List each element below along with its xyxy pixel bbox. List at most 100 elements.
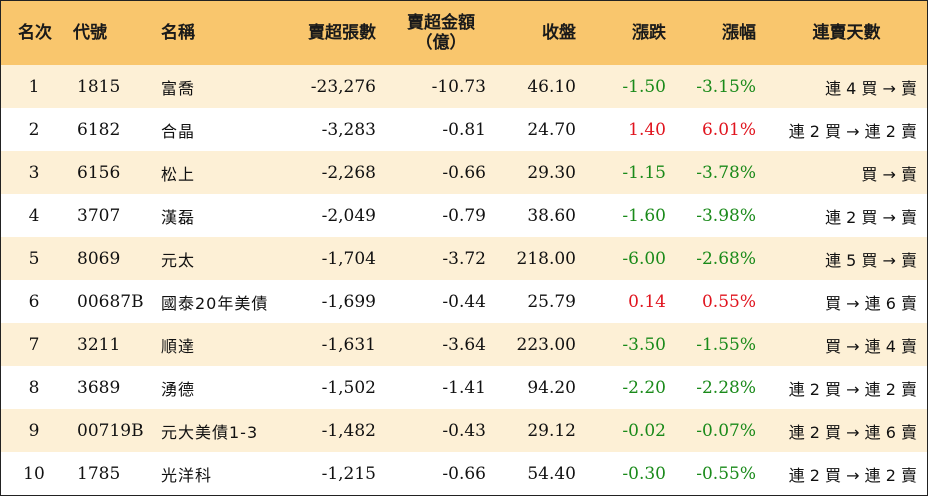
table-row: 1 1815 富喬 -23,276 -10.73 46.10 -1.50 -3.15% 連 4 … (1, 65, 927, 108)
cell-rank: 1 (28, 76, 40, 97)
cell-net-sell-amount: -3.72 (442, 248, 486, 269)
cell-change: -1.60 (622, 205, 666, 226)
cell-close: 223.00 (516, 334, 576, 355)
cell-net-sell-lots: -1,699 (321, 291, 376, 312)
cell-trend: 連 4 買 → 賣 (825, 78, 917, 98)
cell-net-sell-lots: -3,283 (321, 119, 376, 140)
cell-change-pct: -3.15% (696, 76, 756, 97)
cell-change: -1.15 (622, 162, 666, 183)
cell-net-sell-amount: -1.41 (442, 377, 486, 398)
table-header-row: 名次 代號 名稱 賣超張數 賣超金額 （億） 收盤 漲跌 漲幅 連賣天數 (1, 1, 927, 65)
cell-trend: 連 2 買 → 連 2 賣 (788, 379, 917, 399)
cell-change-pct: -0.55% (696, 463, 756, 484)
cell-trend: 連 2 買 → 連 2 賣 (788, 121, 917, 141)
cell-name: 合晶 (161, 121, 196, 141)
header-code: 代號 (73, 23, 107, 43)
cell-code: 3211 (77, 334, 121, 355)
cell-net-sell-amount: -0.66 (442, 162, 486, 183)
cell-trend: 買 → 賣 (861, 164, 917, 184)
table-row: 9 00719B 元大美債1-3 -1,482 -0.43 29.12 -0.02 -0.07… (1, 409, 927, 452)
cell-change: 1.40 (628, 119, 666, 140)
cell-close: 218.00 (516, 248, 576, 269)
cell-name: 漢磊 (161, 207, 196, 227)
cell-net-sell-lots: -1,215 (321, 463, 376, 484)
cell-net-sell-lots: -23,276 (310, 76, 376, 97)
cell-net-sell-lots: -1,631 (321, 334, 376, 355)
cell-net-sell-lots: -1,502 (321, 377, 376, 398)
table-row: 8 3689 湧德 -1,502 -1.41 94.20 -2.20 -2.28% 連 2 買 … (1, 366, 927, 409)
cell-net-sell-amount: -0.81 (442, 119, 486, 140)
cell-close: 46.10 (527, 76, 576, 97)
cell-trend: 連 2 買 → 賣 (825, 207, 917, 227)
cell-rank: 5 (28, 248, 40, 269)
cell-net-sell-amount: -0.43 (442, 420, 486, 441)
cell-trend: 買 → 連 4 賣 (825, 336, 917, 356)
cell-change-pct: -0.07% (696, 420, 756, 441)
cell-close: 24.70 (527, 119, 576, 140)
cell-rank: 6 (28, 291, 40, 312)
cell-code: 6182 (77, 119, 121, 140)
cell-code: 8069 (77, 248, 121, 269)
cell-name: 國泰20年美債 (161, 293, 269, 313)
table-body: 1 1815 富喬 -23,276 -10.73 46.10 -1.50 -3.15% 連 4 … (1, 65, 927, 495)
table-row: 3 6156 松上 -2,268 -0.66 29.30 -1.15 -3.78% 買 → 賣 (1, 151, 927, 194)
cell-change-pct: 0.55% (701, 291, 756, 312)
header-close: 收盤 (542, 23, 576, 43)
cell-change-pct: 6.01% (701, 119, 756, 140)
table-row: 10 1785 光洋科 -1,215 -0.66 54.40 -0.30 -0.55% 連 2 … (1, 452, 927, 495)
cell-rank: 3 (28, 162, 40, 183)
cell-trend: 連 2 買 → 連 6 賣 (788, 422, 917, 442)
table-row: 6 00687B 國泰20年美債 -1,699 -0.44 25.79 0.14 0.55% 買… (1, 280, 927, 323)
cell-trend: 連 2 買 → 連 2 賣 (788, 465, 917, 485)
cell-net-sell-amount: -3.64 (442, 334, 486, 355)
cell-change: -6.00 (622, 248, 666, 269)
table-row: 5 8069 元太 -1,704 -3.72 218.00 -6.00 -2.68% 連 5 買… (1, 237, 927, 280)
cell-net-sell-amount: -0.44 (442, 291, 486, 312)
cell-code: 6156 (77, 162, 121, 183)
cell-close: 54.40 (527, 463, 576, 484)
cell-close: 94.20 (527, 377, 576, 398)
cell-code: 00687B (77, 291, 144, 312)
cell-net-sell-lots: -1,482 (321, 420, 376, 441)
cell-change: 0.14 (628, 291, 666, 312)
header-rank: 名次 (18, 23, 52, 43)
cell-name: 富喬 (161, 78, 196, 98)
cell-trend: 連 5 買 → 賣 (825, 250, 917, 270)
cell-net-sell-lots: -2,049 (321, 205, 376, 226)
table-row: 2 6182 合晶 -3,283 -0.81 24.70 1.40 6.01% 連 2 買 → … (1, 108, 927, 151)
cell-name: 湧德 (161, 379, 196, 399)
cell-code: 00719B (77, 420, 144, 441)
cell-close: 25.79 (527, 291, 576, 312)
cell-change-pct: -1.55% (696, 334, 756, 355)
header-trend: 連賣天數 (812, 23, 881, 43)
header-change-pct: 漲幅 (722, 23, 756, 43)
cell-change: -1.50 (622, 76, 666, 97)
cell-name: 順達 (161, 336, 196, 356)
cell-name: 元大美債1-3 (161, 422, 259, 442)
cell-close: 29.12 (527, 420, 576, 441)
cell-net-sell-amount: -0.79 (442, 205, 486, 226)
cell-close: 29.30 (527, 162, 576, 183)
header-net-sell-amount-line2: （億） (415, 33, 467, 53)
cell-name: 光洋科 (161, 465, 213, 485)
cell-net-sell-amount: -0.66 (442, 463, 486, 484)
cell-change-pct: -2.68% (696, 248, 756, 269)
cell-code: 3689 (77, 377, 121, 398)
cell-rank: 9 (28, 420, 40, 441)
cell-rank: 10 (23, 463, 45, 484)
cell-close: 38.60 (527, 205, 576, 226)
header-net-sell-amount: 賣超金額 （億） (386, 1, 496, 65)
header-net-sell-lots: 賣超張數 (308, 23, 376, 43)
cell-net-sell-amount: -10.73 (431, 76, 486, 97)
cell-rank: 2 (28, 119, 40, 140)
cell-change-pct: -3.78% (696, 162, 756, 183)
header-name: 名稱 (161, 23, 195, 43)
cell-change: -0.02 (622, 420, 666, 441)
cell-rank: 7 (28, 334, 40, 355)
table-row: 4 3707 漢磊 -2,049 -0.79 38.60 -1.60 -3.98% 連 2 買 … (1, 194, 927, 237)
cell-change: -0.30 (622, 463, 666, 484)
cell-name: 元太 (161, 250, 196, 270)
table-row: 7 3211 順達 -1,631 -3.64 223.00 -3.50 -1.55% 買 → 連… (1, 323, 927, 366)
